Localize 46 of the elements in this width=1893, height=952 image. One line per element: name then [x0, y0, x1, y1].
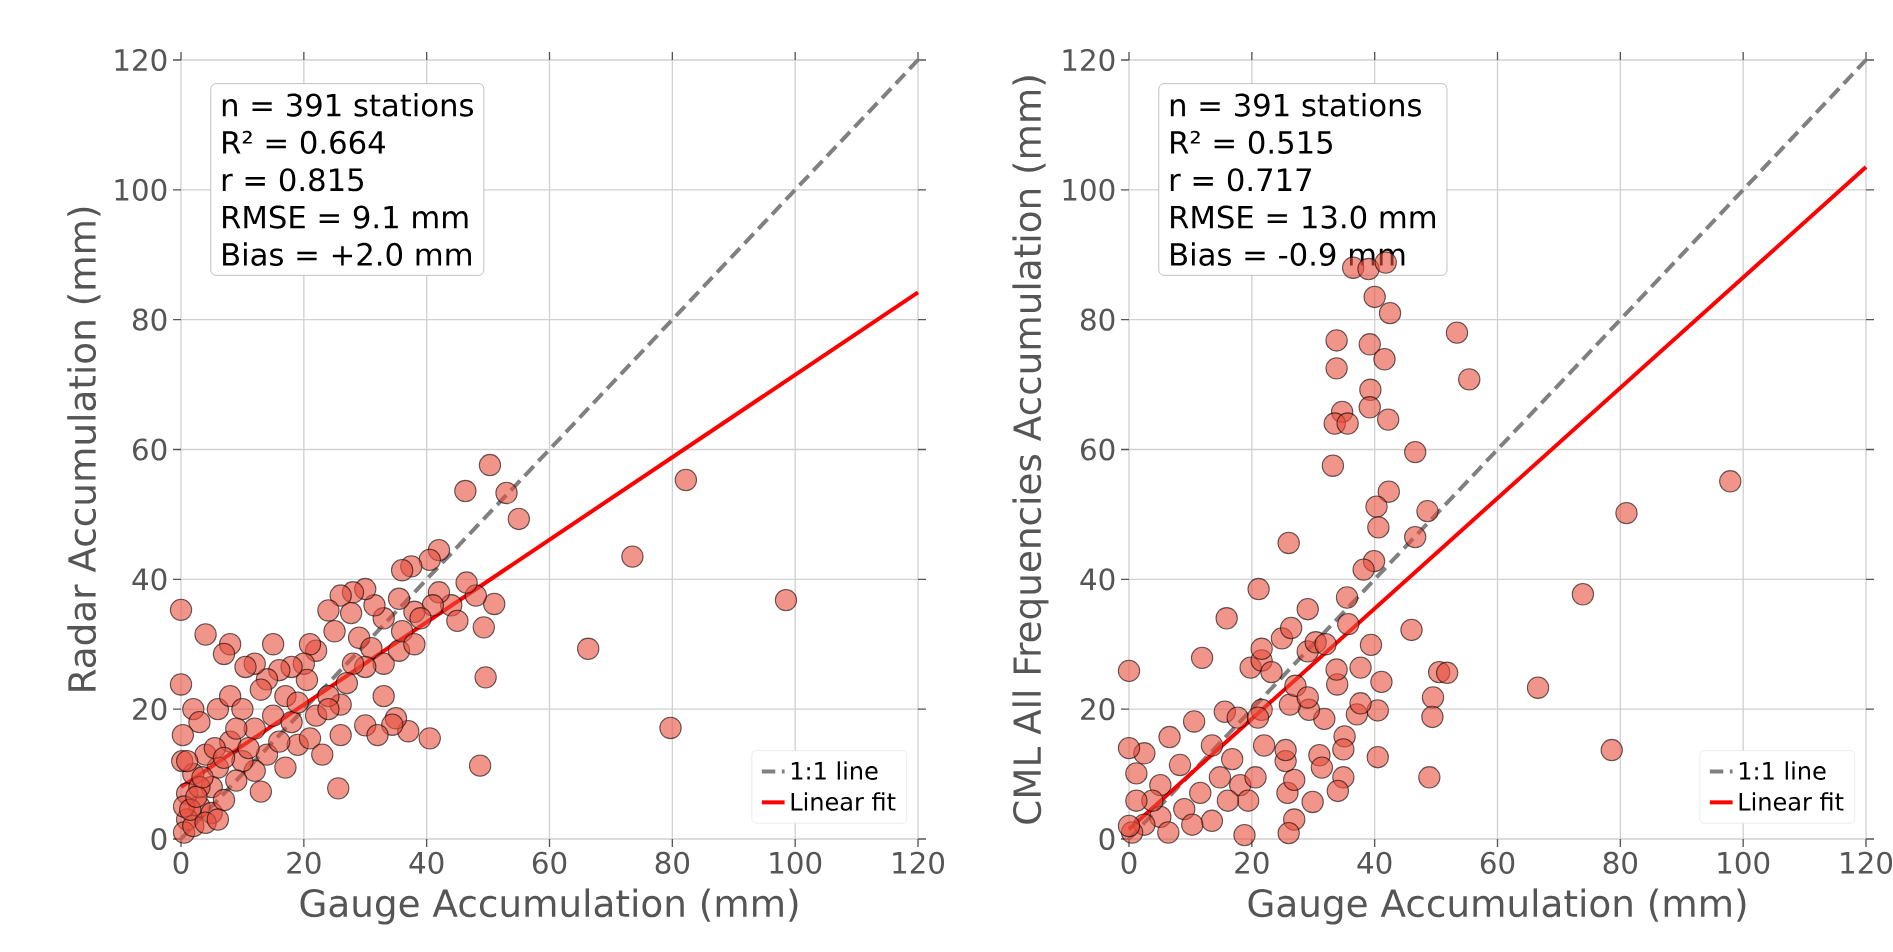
x-tick-label: 60 — [532, 851, 567, 874]
annotation: n = 391 stations — [1170, 92, 1421, 117]
annotation: r = 0.717 — [1170, 168, 1312, 192]
x-axis-title: Gauge Accumulation (mm) — [300, 888, 798, 925]
y-tick-label: 20 — [133, 698, 167, 721]
x-tick-label: 100 — [770, 851, 822, 874]
y-tick-label: 80 — [1080, 308, 1115, 331]
x-tick-label: 120 — [893, 851, 945, 874]
y-tick-label: 60 — [133, 438, 167, 461]
x-tick-label: 80 — [1603, 851, 1638, 874]
y-tick-label: 40 — [132, 568, 167, 591]
annotation: RMSE = 9.1 mm — [223, 205, 468, 229]
x-tick-label: 0 — [173, 851, 189, 874]
y-tick-label: 120 — [115, 48, 167, 72]
x-tick-label: 40 — [1357, 851, 1392, 874]
x-tick-label: 80 — [655, 851, 690, 874]
y-tick-label: 80 — [132, 308, 167, 331]
x-tick-label: 20 — [1235, 851, 1269, 874]
annotation: R² = 0.664 — [223, 130, 385, 155]
y-tick-label: 60 — [1081, 438, 1115, 461]
x-tick-label: 60 — [1480, 851, 1515, 874]
y-tick-label: 0 — [1099, 827, 1115, 851]
x-tick-label: 20 — [287, 851, 321, 874]
y-tick-label: 100 — [1063, 178, 1115, 201]
y-tick-label: 120 — [1063, 48, 1115, 72]
annotation: R² = 0.515 — [1171, 130, 1332, 155]
annotation: r = 0.815 — [222, 168, 363, 192]
legend-label: Linear fit — [791, 792, 896, 811]
legend-label: 1:1 line — [791, 761, 878, 780]
x-tick-label: 40 — [409, 851, 444, 874]
legend-label: Linear fit — [1739, 792, 1844, 811]
x-tick-label: 100 — [1718, 851, 1770, 874]
x-tick-label: 0 — [1121, 851, 1137, 874]
annotation: RMSE = 13.0 mm — [1171, 205, 1436, 229]
annotation: n = 391 stations — [222, 92, 474, 117]
x-axis-title: Gauge Accumulation (mm) — [1248, 888, 1746, 925]
legend-label: 1:1 line — [1739, 761, 1826, 780]
y-axis-title: Radar Accumulation (mm) — [67, 207, 101, 691]
y-tick-label: 0 — [151, 827, 167, 851]
x-tick-label: 120 — [1841, 851, 1893, 874]
y-tick-label: 100 — [115, 178, 167, 201]
y-tick-label: 40 — [1080, 568, 1115, 591]
y-tick-label: 20 — [1081, 698, 1115, 721]
y-axis-title: CML All Frequencies Accumulation (mm) — [1012, 76, 1049, 824]
annotation: Bias = -0.9 mm — [1171, 242, 1405, 267]
annotation: Bias = +2.0 mm — [223, 242, 471, 267]
